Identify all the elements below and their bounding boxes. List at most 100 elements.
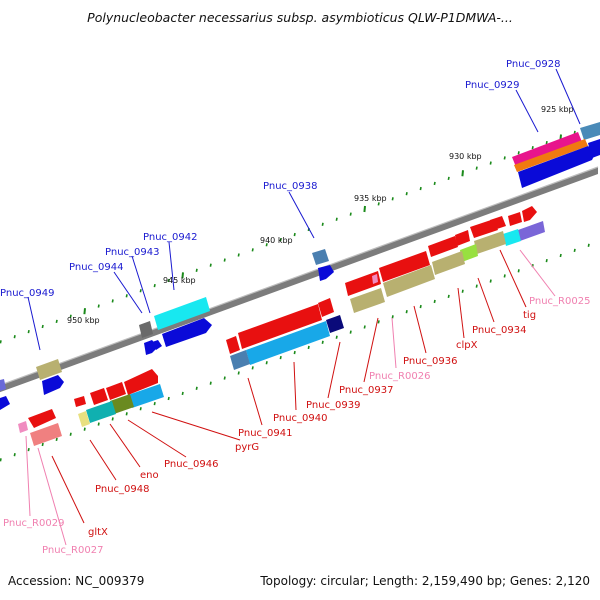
label-pnuc0939[interactable]: Pnuc_0939 — [306, 400, 360, 411]
label-pyrG[interactable]: pyrG — [235, 442, 259, 453]
tick-mark — [559, 253, 562, 258]
gene-pnuc0938-block[interactable] — [312, 249, 329, 265]
gene-olive-0934[interactable] — [474, 231, 506, 254]
gene-olive-0937[interactable] — [350, 288, 385, 313]
gene-forward-blue-926[interactable] — [588, 139, 600, 158]
gene-green-0934[interactable] — [460, 244, 478, 262]
gene-pink-r0026[interactable] — [372, 274, 378, 284]
label-pnuc0949[interactable]: Pnuc_0949 — [0, 288, 54, 299]
label-pnuc0937[interactable]: Pnuc_0937 — [339, 385, 393, 396]
gene-red-0939[interactable] — [318, 298, 334, 317]
tick-mark — [125, 294, 128, 298]
tick-mark — [517, 269, 520, 273]
label-pnuc0944[interactable]: Pnuc_0944 — [69, 262, 123, 273]
gene-red-top2[interactable] — [508, 212, 522, 226]
tick-mark — [265, 243, 268, 247]
tick-mark — [41, 324, 44, 329]
label-pnucR0027[interactable]: Pnuc_R0027 — [42, 545, 103, 556]
tick-mark — [405, 192, 408, 196]
label-pnuc0942[interactable]: Pnuc_0942 — [143, 232, 197, 243]
backbone-highlight — [0, 166, 599, 386]
gene-pnuc0928-block[interactable] — [580, 122, 600, 140]
label-pnuc0943[interactable]: Pnuc_0943 — [105, 247, 159, 258]
gene-red-top5[interactable] — [455, 230, 470, 246]
gene-teal-0946[interactable] — [86, 401, 116, 423]
gene-olive-0936[interactable] — [383, 265, 435, 297]
label-pnucR0026[interactable]: Pnuc_R0026 — [369, 371, 430, 382]
tick-mark — [447, 294, 450, 299]
gene-red-0940[interactable] — [238, 304, 322, 349]
label-pnuc0940[interactable]: Pnuc_0940 — [273, 413, 327, 424]
gene-yellow-0948[interactable] — [78, 411, 90, 427]
label-pnuc0941[interactable]: Pnuc_0941 — [238, 428, 292, 439]
gene-cyan-pyrG[interactable] — [128, 384, 164, 408]
gene-edge-blue[interactable] — [0, 396, 10, 410]
label-pnuc0934[interactable]: Pnuc_0934 — [472, 325, 526, 336]
gene-pink-r0027[interactable] — [30, 423, 62, 446]
label-clpX[interactable]: clpX — [456, 340, 478, 351]
gene-cyan-0940[interactable] — [246, 321, 330, 365]
reverse-labels: Pnuc_R0025 tig Pnuc_0934 clpX Pnuc_0936 … — [3, 296, 590, 556]
gene-steel-0941[interactable] — [230, 350, 250, 370]
gene-red-small[interactable] — [74, 396, 86, 407]
label-pnucR0025[interactable]: Pnuc_R0025 — [529, 296, 590, 307]
tick-mark — [363, 205, 366, 213]
gene-red-top4[interactable] — [470, 219, 498, 238]
gene-edge-purple[interactable] — [0, 379, 6, 391]
label-tig[interactable]: tig — [523, 310, 536, 321]
tick-mark — [223, 258, 226, 262]
topology-summary: Topology: circular; Length: 2,159,490 bp… — [260, 574, 590, 588]
gene-cyan-small[interactable] — [503, 229, 521, 246]
gene-navy-0939[interactable] — [326, 315, 344, 333]
label-pnuc0938[interactable]: Pnuc_0938 — [263, 181, 317, 192]
gene-purple[interactable] — [518, 221, 545, 241]
gene-red-gltx[interactable] — [28, 409, 56, 428]
tick-mark — [545, 140, 548, 145]
tick-mark — [41, 442, 44, 447]
label-pnuc0946[interactable]: Pnuc_0946 — [164, 459, 218, 470]
label-pnuc0928[interactable]: Pnuc_0928 — [506, 59, 560, 70]
gene-pnuc0943-grey[interactable] — [139, 321, 153, 338]
gene-pink-r0029[interactable] — [18, 421, 28, 433]
label-gltX[interactable]: gltX — [88, 527, 108, 538]
gene-pnuc0944-blue2[interactable] — [152, 340, 162, 350]
label-pnuc0948[interactable]: Pnuc_0948 — [95, 484, 149, 495]
tick-mark — [405, 310, 408, 314]
label-pnucR0029[interactable]: Pnuc_R0029 — [3, 518, 64, 529]
label-eno[interactable]: eno — [140, 470, 159, 481]
gene-red-0946[interactable] — [124, 369, 158, 395]
tick-mark — [265, 361, 268, 365]
gene-red-top1[interactable] — [522, 206, 537, 222]
scale-labels: 925 kbp 930 kbp 935 kbp 940 kbp 945 kbp … — [67, 105, 574, 325]
label-pnuc0929[interactable]: Pnuc_0929 — [465, 80, 519, 91]
gene-red-0938r[interactable] — [345, 271, 381, 296]
tick-mark — [503, 274, 506, 278]
tick-mark — [573, 248, 576, 253]
tick-mark — [251, 248, 254, 252]
gene-pnuc0942-cyan[interactable] — [154, 297, 210, 330]
gene-pnuc0938-arrow[interactable] — [318, 265, 334, 281]
gene-red-0948[interactable] — [90, 388, 108, 405]
gene-forward-blue-925[interactable] — [518, 146, 596, 188]
tick-mark — [419, 186, 422, 191]
reverse-strand-genes — [18, 206, 545, 446]
gene-red-0941[interactable] — [226, 336, 240, 354]
gene-pnuc0949-olive[interactable] — [36, 359, 62, 380]
gene-red-clpx[interactable] — [428, 236, 458, 257]
gene-orange-block[interactable] — [514, 139, 588, 172]
gene-red-0937[interactable] — [379, 251, 430, 282]
gene-olive-green-eno[interactable] — [110, 394, 134, 414]
tick-mark — [545, 258, 548, 263]
gene-pnuc0949-blue[interactable] — [42, 375, 64, 395]
gene-olive-clpx[interactable] — [432, 251, 465, 275]
tick-mark — [419, 304, 422, 309]
tick-mark — [223, 376, 226, 380]
label-pnuc0936[interactable]: Pnuc_0936 — [403, 356, 457, 367]
gene-pnuc0929-block[interactable] — [512, 132, 582, 167]
tick-mark — [27, 329, 30, 334]
tick-mark — [349, 212, 352, 216]
gene-red-0947[interactable] — [106, 382, 126, 400]
tick-mark — [293, 350, 296, 355]
gene-pnuc0942-blue[interactable] — [162, 318, 212, 347]
